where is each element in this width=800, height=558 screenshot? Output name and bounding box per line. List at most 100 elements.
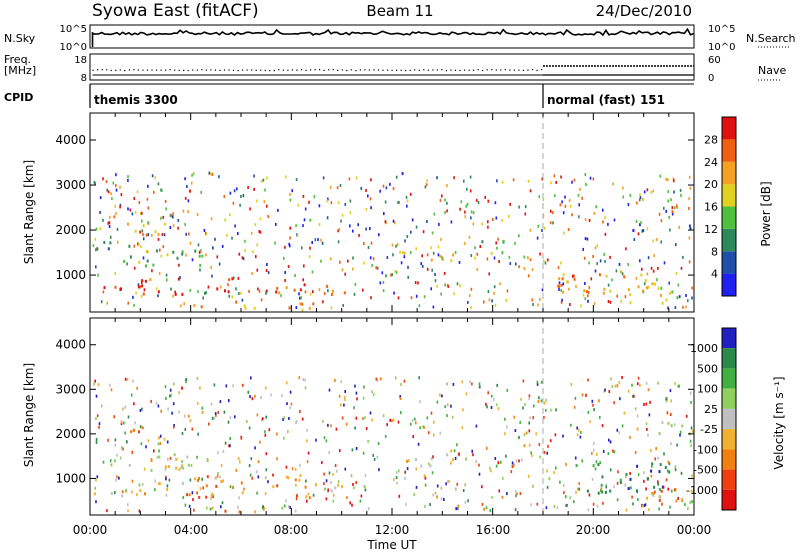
data-cell — [216, 287, 219, 291]
data-cell — [119, 205, 121, 209]
data-cell — [588, 219, 591, 222]
colorbar-tick-label: 8 — [711, 245, 718, 258]
data-cell — [415, 247, 417, 251]
freq-point — [264, 69, 266, 72]
data-cell — [587, 378, 589, 382]
data-cell — [645, 402, 648, 406]
data-cell — [155, 287, 158, 291]
freq-point — [128, 69, 130, 71]
colorbar-tick-label: 25 — [704, 403, 718, 416]
data-cell — [643, 403, 645, 406]
data-cell — [474, 246, 476, 250]
data-cell — [141, 279, 144, 283]
x-tick-label: 08:00 — [274, 523, 309, 537]
data-cell — [669, 389, 672, 393]
data-cell — [186, 455, 189, 459]
data-cell — [181, 481, 184, 485]
x-tick-label: 00:00 — [73, 523, 108, 537]
data-cell — [415, 458, 417, 461]
data-cell — [253, 187, 255, 191]
data-cell — [169, 226, 172, 229]
data-cell — [287, 476, 290, 480]
data-cell — [621, 424, 624, 428]
data-cell — [487, 199, 490, 203]
data-cell — [655, 447, 657, 451]
data-cell — [636, 414, 639, 418]
data-cell — [538, 195, 541, 199]
data-cell — [493, 256, 496, 260]
data-cell — [584, 218, 587, 222]
data-cell — [332, 499, 335, 503]
data-cell — [531, 298, 533, 302]
data-cell — [318, 288, 321, 292]
data-cell — [671, 489, 673, 493]
data-cell — [654, 490, 656, 494]
data-cell — [569, 204, 572, 208]
data-cell — [501, 218, 503, 222]
data-cell — [676, 443, 678, 447]
data-cell — [95, 437, 98, 441]
data-cell — [536, 380, 539, 384]
data-cell — [646, 286, 648, 290]
data-cell — [333, 493, 335, 497]
data-cell — [274, 241, 276, 245]
y-tick-label: 2000 — [55, 427, 86, 441]
data-cell — [593, 302, 596, 306]
data-cell — [165, 207, 167, 211]
data-cell — [659, 495, 662, 499]
data-cell — [476, 252, 479, 256]
data-cell — [120, 422, 123, 426]
data-cell — [290, 402, 293, 406]
data-cell — [244, 306, 247, 310]
data-cell — [157, 294, 159, 298]
data-cell — [598, 273, 601, 277]
data-cell — [344, 202, 347, 206]
data-cell — [506, 425, 508, 429]
data-cell — [647, 285, 650, 289]
data-cell — [615, 269, 618, 273]
data-cell — [383, 212, 385, 216]
data-cell — [202, 296, 204, 300]
data-cell — [458, 452, 460, 456]
data-cell — [539, 455, 541, 459]
freq-point — [500, 69, 502, 71]
data-cell — [648, 413, 651, 417]
data-cell — [376, 378, 379, 382]
data-cell — [376, 266, 379, 270]
data-cell — [397, 201, 399, 204]
data-cell — [229, 437, 231, 440]
data-cell — [657, 480, 659, 484]
data-cell — [100, 404, 103, 408]
data-cell — [457, 504, 459, 508]
data-cell — [458, 260, 461, 264]
data-cell — [224, 509, 227, 513]
data-cell — [674, 465, 677, 469]
data-cell — [440, 486, 443, 490]
freq-point — [205, 69, 207, 71]
data-cell — [398, 494, 401, 498]
freq-point — [387, 69, 389, 71]
data-cell — [395, 175, 398, 179]
data-cell — [586, 237, 589, 241]
data-cell — [619, 397, 621, 401]
data-cell — [349, 224, 351, 228]
data-cell — [478, 385, 481, 389]
data-cell — [437, 245, 440, 249]
data-cell — [187, 210, 189, 214]
data-cell — [382, 280, 385, 284]
data-cell — [145, 445, 147, 449]
data-cell — [459, 284, 461, 288]
data-cell — [689, 186, 692, 190]
data-cell — [629, 301, 632, 305]
data-cell — [398, 200, 400, 204]
data-cell — [599, 416, 601, 419]
data-cell — [146, 259, 149, 263]
data-cell — [248, 464, 251, 468]
data-cell — [576, 433, 579, 437]
data-cell — [163, 437, 166, 441]
data-cell — [406, 204, 408, 208]
data-cell — [421, 264, 424, 268]
data-cell — [643, 282, 646, 286]
data-cell — [352, 483, 354, 486]
data-cell — [407, 459, 410, 463]
